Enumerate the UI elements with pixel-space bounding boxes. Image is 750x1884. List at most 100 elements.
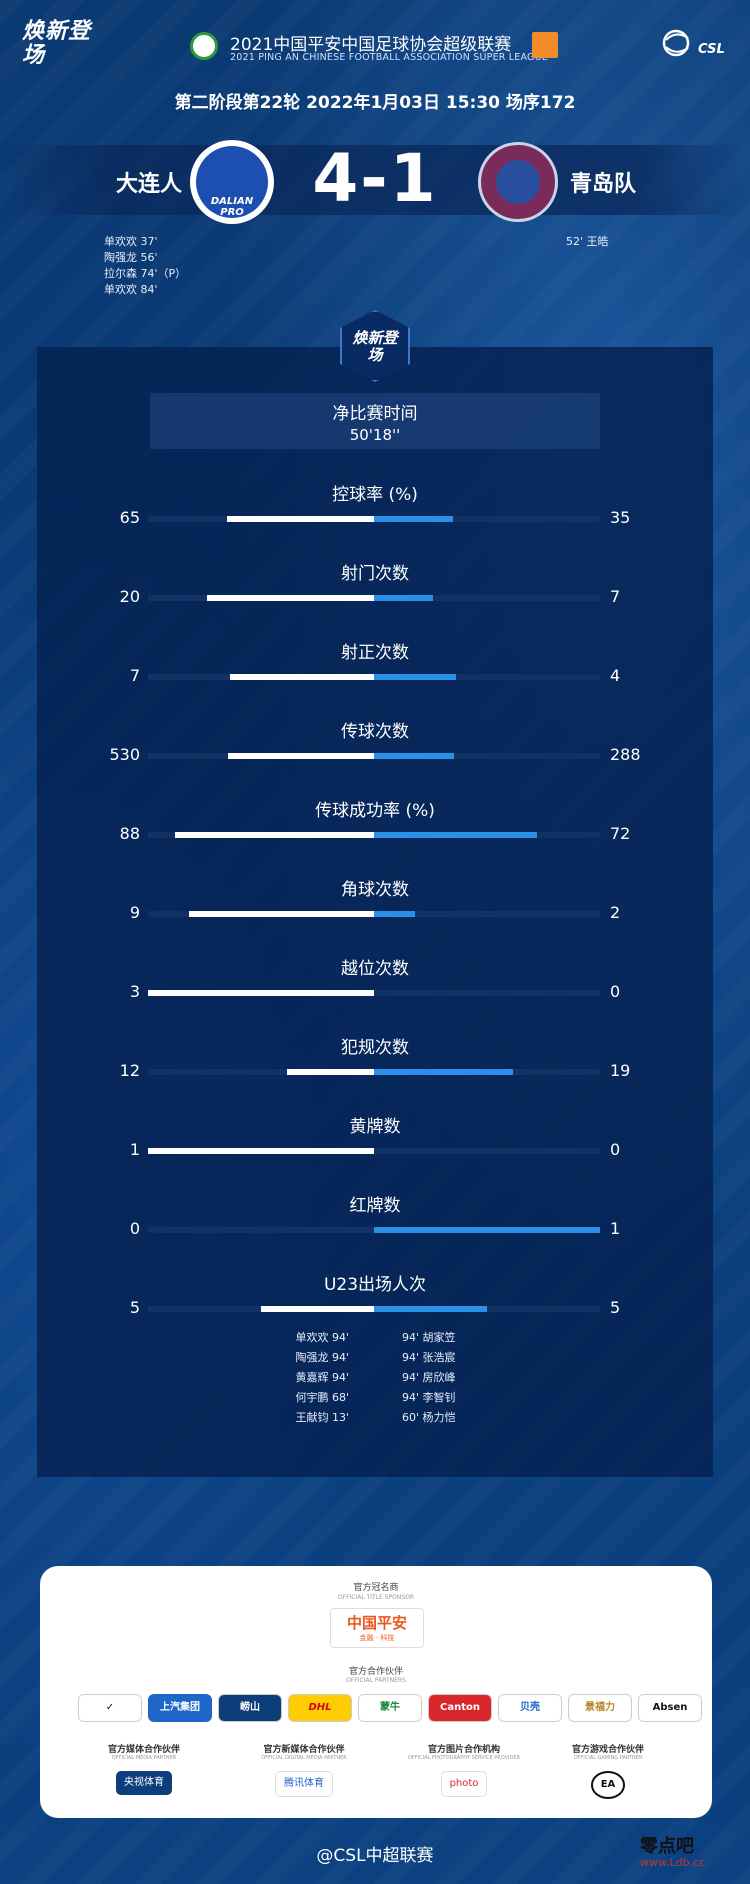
digital-media-partner-title: 官方新媒体合作伙伴 [263,1745,345,1755]
stat-home-bar [175,832,374,838]
jingfuli-logo[interactable]: 景福力 [568,1694,632,1722]
partners-card: 官方冠名商 OFFICIAL TITLE SPONSOR 中国平安 金融 · 科… [40,1566,712,1818]
scoreboard-band [0,145,750,215]
stat-home-value: 5 [129,1298,140,1317]
qingdao-badge-inner [496,160,540,204]
stat-bar-track [148,911,600,917]
stat-away-bar [374,753,454,759]
u23-home-player: 王献钧 13' [295,1411,349,1424]
net-time-label: 净比赛时间 [332,404,418,424]
absen-logo[interactable]: Absen [638,1694,702,1722]
canton-logo[interactable]: Canton [428,1694,492,1722]
stat-row: 黄牌数 1 0 [0,1112,750,1172]
photo-partner-title: 官方图片合作机构 [427,1745,500,1755]
nike-logo[interactable]: ✓ [78,1694,142,1722]
stat-away-value: 72 [610,824,631,843]
u23-home-player: 单欢欢 94' [295,1331,349,1344]
stat-bar-track [148,1306,600,1312]
title-sponsor-label: 官方冠名商 [353,1583,399,1593]
stat-home-bar [287,1069,374,1075]
league-subtitle: 2021 PING AN CHINESE FOOTBALL ASSOCIATIO… [230,52,548,63]
stat-label: 红牌数 [349,1196,401,1216]
home-scorer: 拉尔森 74'（P） [104,267,187,280]
u23-away-player: 94' 张浩宸 [402,1351,456,1364]
weibo-handle[interactable]: @CSL中超联赛 [316,1846,434,1866]
stat-away-value: 288 [610,745,641,764]
ea-sports-logo[interactable]: EA [590,1771,626,1799]
stat-away-bar [374,595,433,601]
u23-home-player: 黄嘉辉 94' [295,1371,349,1384]
stat-home-bar [228,753,374,759]
watermark: 零点吧 [640,1836,694,1857]
cctv-sports-logo[interactable]: 央视体育 [116,1771,172,1795]
stat-away-value: 35 [610,508,631,527]
league-title: 2021中国平安中国足球协会超级联赛 [230,35,512,55]
stat-label: 角球次数 [341,880,409,900]
digital-media-partner: 官方新媒体合作伙伴 OFFICIAL DIGITAL MEDIA PARTNER… [234,1742,374,1797]
tencent-sports-logo[interactable]: 腾讯体育 [275,1771,333,1797]
stat-row: 传球次数 530 288 [0,717,750,777]
stat-home-bar [148,990,374,996]
net-time-box: 净比赛时间 50'18'' [150,393,600,449]
stat-home-value: 12 [119,1061,140,1080]
stat-away-bar [374,832,537,838]
stat-home-value: 65 [119,508,140,527]
saic-logo[interactable]: 上汽集团 [148,1694,212,1722]
stat-bar-track [148,1069,600,1075]
away-team-name: 青岛队 [570,172,637,197]
title-sponsor-tag: 金融 · 科技 [359,1634,395,1642]
beike-logo[interactable]: 贝壳 [498,1694,562,1722]
u23-away-player: 94' 胡家笠 [402,1331,456,1344]
stat-bar-track [148,1227,600,1233]
home-team-name: 大连人 [116,172,183,197]
ic-photo-logo[interactable]: photo [440,1771,488,1797]
stat-label: 射正次数 [341,643,409,663]
csl-logo-text: CSL [698,42,725,57]
stat-away-value: 4 [610,666,621,685]
gaming-partner: 官方游戏合作伙伴 OFFICIAL GAMING PARTNER EA [538,1742,678,1799]
stat-home-value: 3 [129,982,140,1001]
stat-home-bar [261,1306,374,1312]
stat-row: 犯规次数 12 19 [0,1033,750,1093]
stat-away-value: 5 [610,1298,621,1317]
photo-partner: 官方图片合作机构 OFFICIAL PHOTOGRAPHY SERVICE PR… [394,1742,534,1797]
match-info: 第二阶段第22轮 2022年1月03日 15:30 场序172 [174,93,576,113]
stat-bar-track [148,832,600,838]
stat-label: 传球次数 [341,722,409,742]
u23-home-list: 单欢欢 94' 陶强龙 94' 黄嘉辉 94' 何宇鹏 68' 王献钧 13' [283,1328,349,1428]
away-scorers: 52' 王皓 [566,234,609,250]
home-scorers: 单欢欢 37' 陶强龙 56' 拉尔森 74'（P） 单欢欢 84' [104,234,186,298]
u23-away-player: 94' 房欣峰 [402,1371,456,1384]
home-scorer: 单欢欢 84' [104,283,158,296]
stat-home-value: 20 [119,587,140,606]
dalian-badge-text: DALIAN PRO [210,196,254,218]
stat-home-bar [189,911,374,917]
stat-label: U23出场人次 [323,1275,427,1295]
stat-away-value: 1 [610,1219,621,1238]
pingan-title-sponsor-logo[interactable]: 中国平安 金融 · 科技 [330,1608,424,1648]
title-sponsor-name: 中国平安 [346,1614,407,1632]
stat-away-value: 0 [610,1140,621,1159]
stat-away-bar [374,911,415,917]
away-scorer: 52' 王皓 [566,235,609,248]
stat-label: 控球率 (%) [332,485,418,505]
stat-row: 射正次数 7 4 [0,638,750,698]
stat-home-value: 530 [109,745,140,764]
laoshan-logo[interactable]: 崂山 [218,1694,282,1722]
stat-home-bar [148,1148,374,1154]
media-partner-title: 官方媒体合作伙伴 [107,1745,180,1755]
stat-label: 射门次数 [341,564,409,584]
stat-home-bar [230,674,374,680]
u23-home-player: 陶强龙 94' [295,1351,349,1364]
u23-away-list: 94' 胡家笠 94' 张浩宸 94' 房欣峰 94' 李智钊 60' 杨力恺 [402,1328,456,1428]
score: 4-1 [312,140,438,217]
stat-home-bar [207,595,374,601]
watermark-url: www.Ldb.cc [640,1856,706,1869]
dhl-logo[interactable]: DHL [288,1694,352,1722]
stat-bar-track [148,516,600,522]
mengniu-logo[interactable]: 蒙牛 [358,1694,422,1722]
stat-label: 黄牌数 [349,1117,401,1137]
partners-label: 官方合作伙伴 [348,1667,403,1677]
stat-away-value: 7 [610,587,621,606]
partners-sub: OFFICIAL PARTNERS [346,1677,406,1684]
